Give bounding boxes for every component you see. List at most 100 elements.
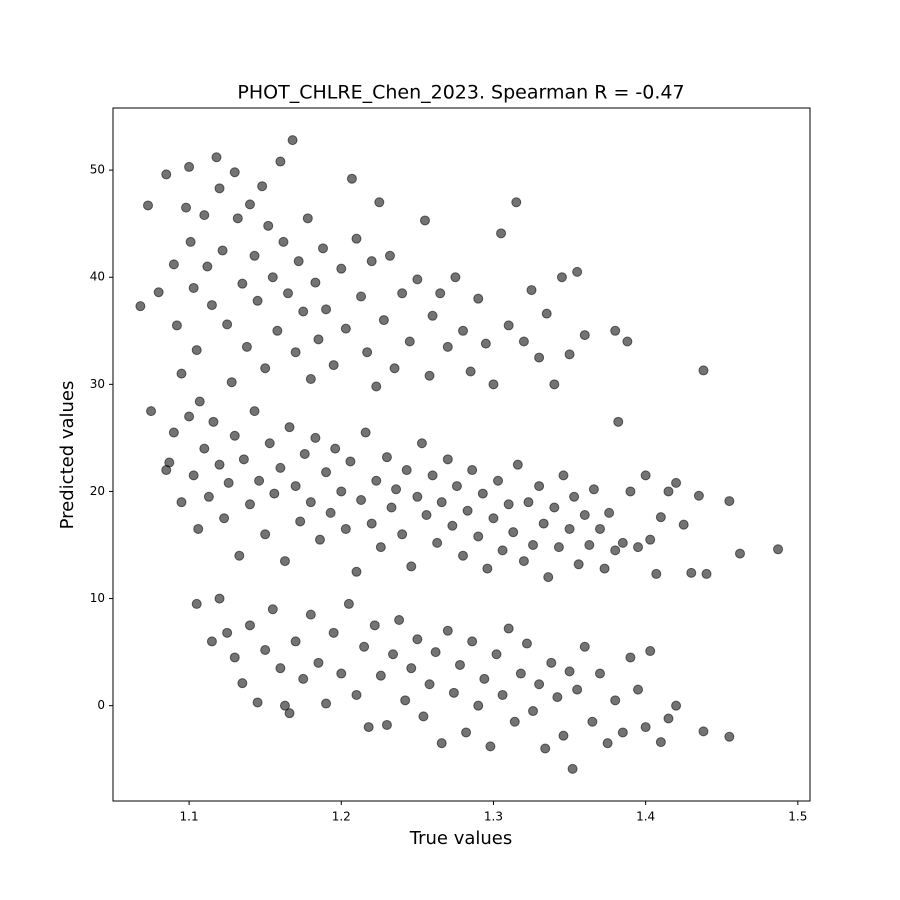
point — [249, 250, 260, 261]
point — [275, 663, 286, 674]
point — [260, 529, 271, 540]
point — [176, 368, 187, 379]
point — [424, 679, 435, 690]
point — [671, 700, 682, 711]
point — [493, 475, 504, 486]
point — [534, 481, 545, 492]
point — [473, 700, 484, 711]
point — [397, 529, 408, 540]
point — [473, 531, 484, 542]
point — [345, 456, 356, 467]
point — [363, 722, 374, 733]
point — [330, 443, 341, 454]
point — [318, 243, 329, 254]
point — [290, 347, 301, 358]
point — [336, 668, 347, 679]
point — [412, 634, 423, 645]
point — [427, 470, 438, 481]
point — [461, 727, 472, 738]
point — [226, 377, 237, 388]
point — [184, 161, 195, 172]
point — [599, 563, 610, 574]
point — [450, 272, 461, 283]
point — [310, 432, 321, 443]
point — [249, 406, 260, 417]
point — [678, 519, 689, 530]
point — [541, 308, 552, 319]
point — [188, 282, 199, 293]
point — [328, 627, 339, 638]
point — [442, 341, 453, 352]
point — [275, 156, 286, 167]
point — [211, 152, 222, 163]
point — [284, 708, 295, 719]
point — [397, 288, 408, 299]
point — [222, 627, 233, 638]
point — [188, 470, 199, 481]
point — [416, 438, 427, 449]
point — [588, 484, 599, 495]
point — [543, 572, 554, 583]
point — [362, 347, 373, 358]
point — [485, 741, 496, 752]
point — [389, 363, 400, 374]
point — [191, 598, 202, 609]
point — [298, 673, 309, 684]
point — [214, 183, 225, 194]
point — [436, 497, 447, 508]
point — [610, 325, 621, 336]
point — [497, 689, 508, 700]
point — [229, 167, 240, 178]
point — [617, 727, 628, 738]
point — [388, 649, 399, 660]
point — [284, 422, 295, 433]
point — [454, 659, 465, 670]
point — [625, 652, 636, 663]
point — [573, 559, 584, 570]
point — [686, 567, 697, 578]
point — [515, 668, 526, 679]
point — [430, 647, 441, 658]
point — [313, 657, 324, 668]
point — [645, 534, 656, 545]
point — [229, 652, 240, 663]
point — [295, 516, 306, 527]
point — [701, 568, 712, 579]
point — [199, 443, 210, 454]
point — [185, 236, 196, 247]
point — [298, 306, 309, 317]
point — [467, 636, 478, 647]
point — [412, 274, 423, 285]
point — [381, 452, 392, 463]
x-tick-label: 1.2 — [332, 810, 351, 824]
point — [321, 467, 332, 478]
y-tick-label: 30 — [90, 377, 105, 391]
x-tick-label: 1.3 — [484, 810, 503, 824]
point — [421, 510, 432, 521]
point — [724, 496, 735, 507]
point — [473, 293, 484, 304]
x-tick-label: 1.1 — [180, 810, 199, 824]
point — [287, 135, 298, 146]
point — [161, 465, 172, 476]
point — [340, 323, 351, 334]
point — [528, 706, 539, 717]
point — [558, 470, 569, 481]
point — [587, 716, 598, 727]
point — [602, 738, 613, 749]
point — [381, 719, 392, 730]
x-axis-label: True values — [409, 828, 513, 849]
point — [168, 427, 179, 438]
point — [290, 481, 301, 492]
point — [488, 513, 499, 524]
point — [206, 636, 217, 647]
point — [244, 499, 255, 510]
point — [503, 623, 514, 634]
point — [663, 486, 674, 497]
point — [356, 495, 367, 506]
point — [549, 379, 560, 390]
point — [232, 213, 243, 224]
point — [275, 462, 286, 473]
point — [267, 604, 278, 615]
